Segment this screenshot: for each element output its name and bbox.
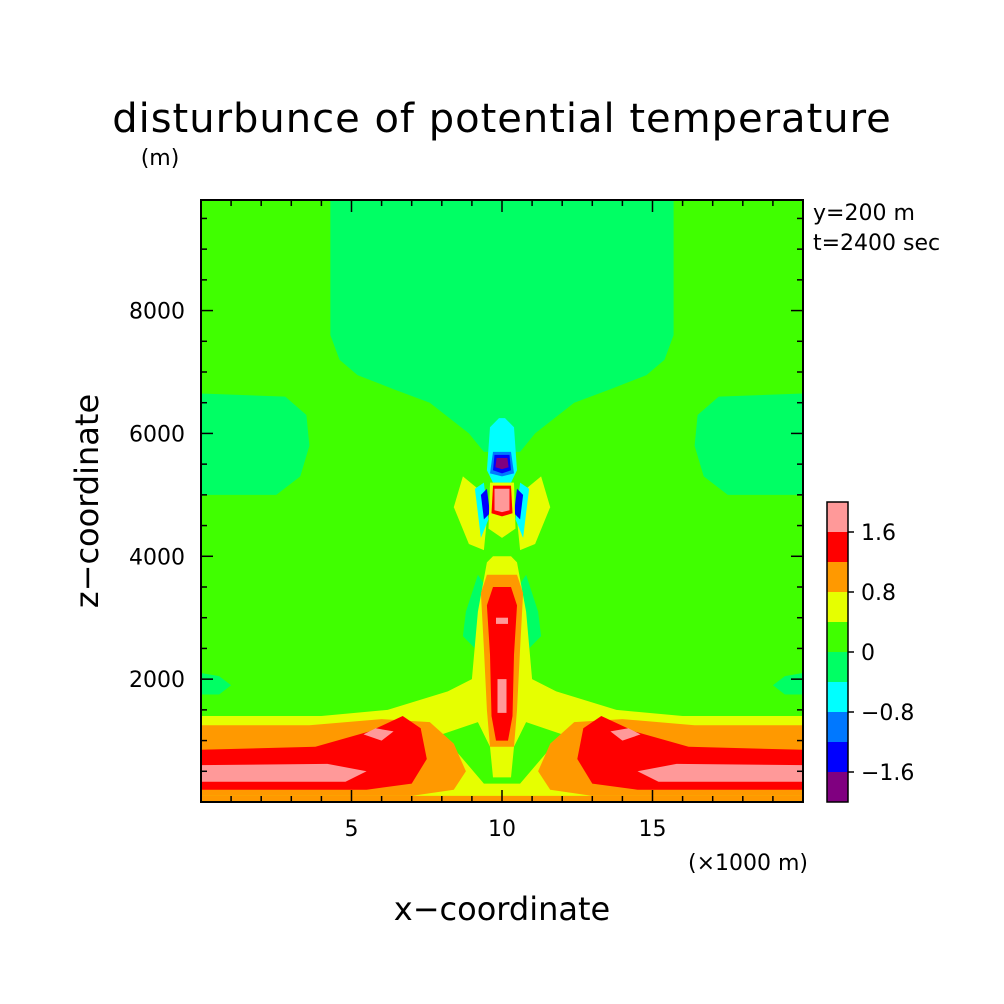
y-unit-label: (m) <box>141 146 180 171</box>
colorbar: −1.6 −0.8 0 0.8 1.6 <box>826 501 914 803</box>
contour-region-10 <box>441 722 563 784</box>
colorbar-tick-label: −1.6 <box>861 761 914 786</box>
x-axis-label: x−coordinate <box>394 890 610 928</box>
contour-region-18 <box>201 763 367 782</box>
y-tick-label: 8000 <box>129 300 185 325</box>
colorbar-swatch <box>827 652 848 682</box>
contour-region-20 <box>363 728 394 741</box>
colorbar-tick-label: 0.8 <box>861 581 896 606</box>
contour-region-23 <box>496 617 508 624</box>
colorbar-swatch <box>827 712 848 742</box>
colorbar-swatch <box>827 682 848 712</box>
colorbar-swatch <box>827 562 848 592</box>
colorbar-swatch <box>827 502 848 532</box>
x-tick-label: 15 <box>639 817 667 842</box>
colorbar-swatch <box>827 772 848 802</box>
colorbar-swatch <box>827 592 848 622</box>
chart-title: disturbunce of potential temperature <box>112 96 892 142</box>
colorbar-tick-label: 0 <box>861 641 875 666</box>
colorbar-swatch <box>827 622 848 652</box>
contour-region-34 <box>494 488 510 513</box>
contour-region-17 <box>486 587 517 741</box>
y-tick-label: 6000 <box>129 422 185 447</box>
x-tick-label: 5 <box>345 817 359 842</box>
contour-region-28 <box>480 488 490 520</box>
colorbar-tick-label: −0.8 <box>861 701 914 726</box>
axis-ticks: 5 10 15 2000 4000 6000 8000 <box>129 200 803 842</box>
contour-field <box>201 200 803 802</box>
annotation-y: y=200 m <box>813 201 915 226</box>
y-tick-label: 2000 <box>129 668 185 693</box>
contour-region-4 <box>772 673 803 695</box>
contour-region-31 <box>495 458 509 470</box>
x-tick-label: 10 <box>488 817 516 842</box>
annotation-t: t=2400 sec <box>813 231 940 256</box>
y-axis-label: z−coordinate <box>68 394 106 608</box>
contour-region-19 <box>637 763 803 782</box>
contour-region-1 <box>201 393 310 495</box>
x-unit-label: (×1000 m) <box>688 851 808 876</box>
contour-region-22 <box>497 679 507 713</box>
contour-region-3 <box>201 673 232 695</box>
colorbar-swatch <box>827 532 848 562</box>
colorbar-swatch <box>827 742 848 772</box>
y-tick-label: 4000 <box>129 545 185 570</box>
contour-region-2 <box>694 393 803 495</box>
contour-region-21 <box>610 728 641 741</box>
contour-region-0 <box>330 200 674 452</box>
contour-region-29 <box>514 488 524 520</box>
colorbar-tick-label: 1.6 <box>861 521 896 546</box>
